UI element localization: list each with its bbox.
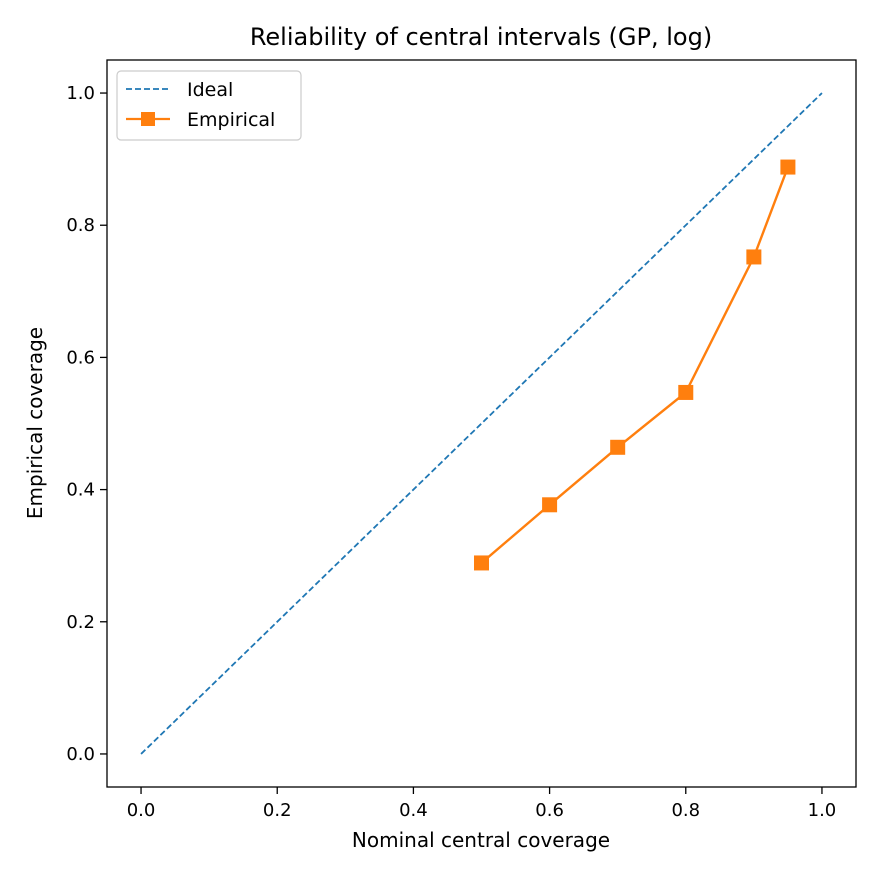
y-tick-label: 0.8 bbox=[66, 215, 95, 236]
y-tick-label: 0.0 bbox=[66, 744, 95, 765]
x-tick-label: 0.0 bbox=[127, 800, 156, 821]
x-tick-label: 0.4 bbox=[399, 800, 428, 821]
y-tick-label: 0.2 bbox=[66, 612, 95, 633]
x-tick-label: 0.6 bbox=[535, 800, 564, 821]
series-line-ideal bbox=[140, 92, 823, 755]
data-point-empirical bbox=[678, 384, 694, 400]
x-axis-label: Nominal central coverage bbox=[352, 828, 610, 852]
chart-title: Reliability of central intervals (GP, lo… bbox=[250, 23, 712, 51]
y-axis: 0.0 0.2 0.4 0.6 0.8 1.0 bbox=[66, 83, 107, 765]
legend-ideal-label: Ideal bbox=[187, 79, 233, 101]
y-tick-label: 0.6 bbox=[66, 347, 95, 368]
data-point-empirical bbox=[542, 497, 558, 513]
data-point-empirical bbox=[780, 159, 796, 175]
legend-empirical-marker bbox=[141, 112, 155, 126]
data-point-empirical bbox=[474, 555, 489, 571]
x-axis: 0.0 0.2 0.4 0.6 0.8 1.0 bbox=[127, 787, 837, 821]
y-tick-label: 0.4 bbox=[66, 480, 95, 501]
x-tick-label: 0.2 bbox=[263, 800, 292, 821]
plot-frame bbox=[106, 59, 857, 788]
series-layer bbox=[140, 92, 823, 755]
data-point-empirical bbox=[610, 439, 626, 455]
y-tick-label: 1.0 bbox=[66, 83, 95, 104]
x-tick-label: 0.8 bbox=[671, 800, 700, 821]
legend-empirical-label: Empirical bbox=[187, 109, 275, 131]
x-tick-label: 1.0 bbox=[808, 800, 837, 821]
legend: Ideal Empirical bbox=[116, 70, 302, 141]
y-axis-label: Empirical coverage bbox=[23, 327, 47, 519]
series-line-empirical bbox=[480, 166, 790, 564]
data-point-empirical bbox=[746, 249, 762, 265]
